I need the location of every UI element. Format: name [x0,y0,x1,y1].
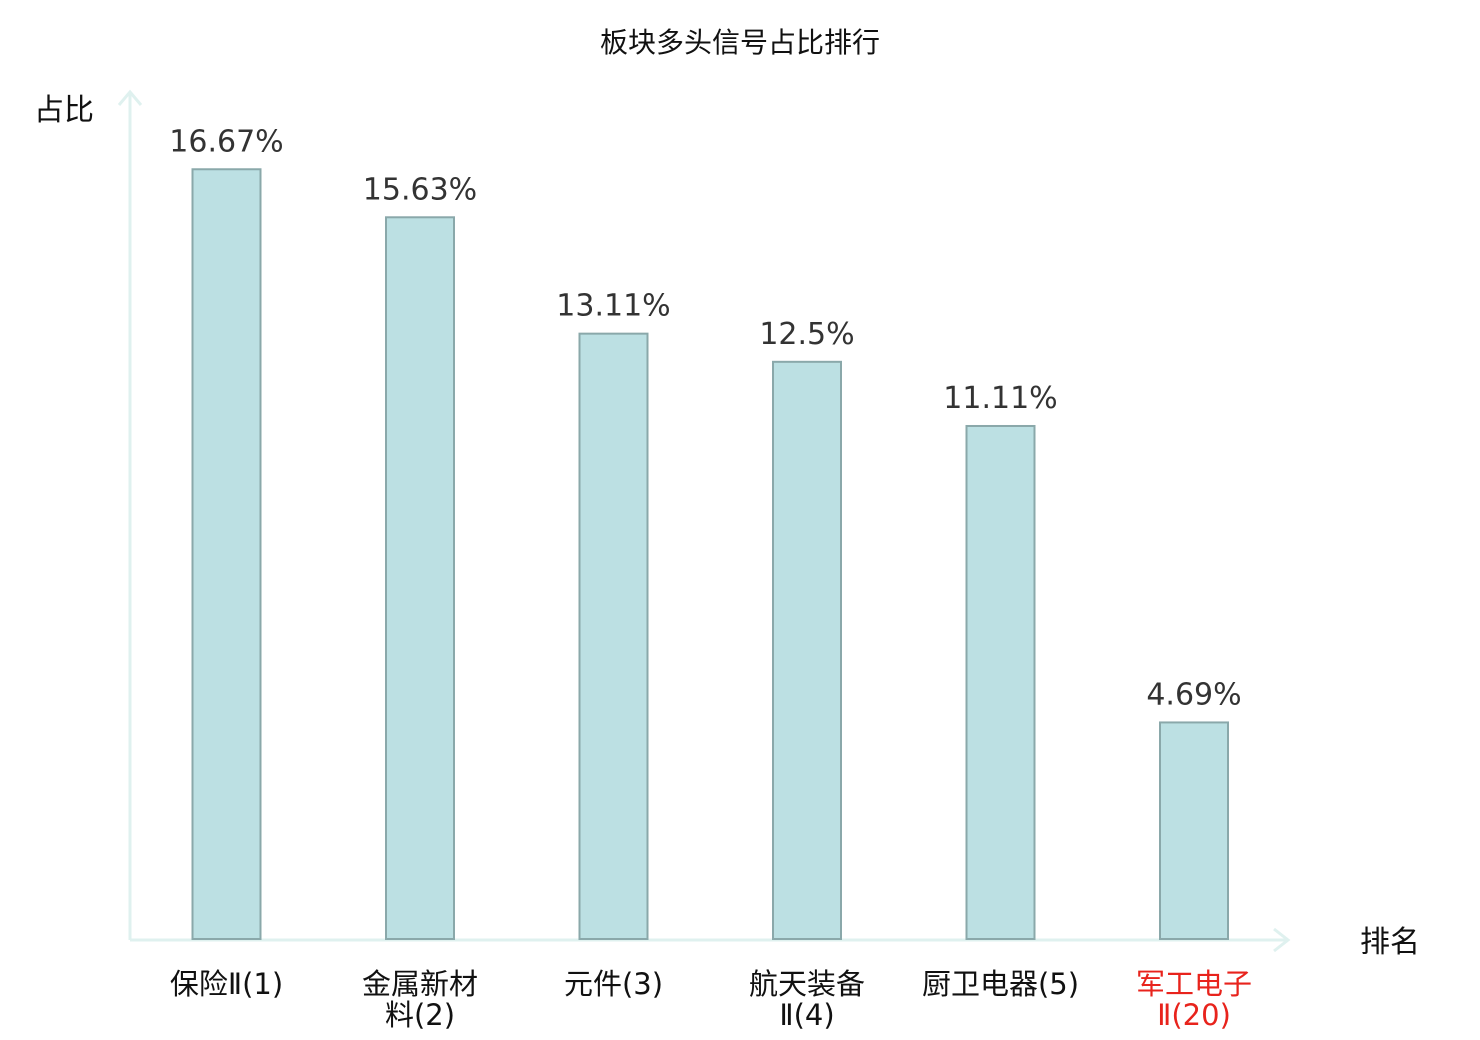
value-label: 4.69% [1146,677,1241,712]
category-label: 金属新材 [362,967,478,1001]
bar [578,332,649,941]
axes [117,89,1291,953]
category-label: 航天装备 [749,967,865,1001]
category-label: 元件(3) [564,967,663,1001]
bar [965,424,1036,940]
chart-title: 板块多头信号占比排行 [600,26,880,59]
category-label: Ⅱ(20) [1157,998,1231,1032]
bar [191,168,262,941]
y-axis-arrow [117,89,143,106]
bar [1159,721,1229,940]
category-label: 军工电子 [1136,967,1252,1001]
value-label: 11.11% [943,381,1057,416]
category-label: Ⅱ(4) [779,998,834,1032]
bar [385,216,455,941]
value-label: 16.67% [169,124,283,159]
category-label: 保险Ⅱ(1) [170,967,283,1001]
value-labels: 16.67% 15.63% 13.11% 12.5% 11.11% 4.69% [169,124,1241,712]
value-label: 13.11% [556,289,670,324]
value-label: 12.5% [759,317,854,352]
x-axis-arrow [1273,927,1291,953]
category-label: 料(2) [385,998,455,1032]
y-axis-label: 占比 [34,93,94,128]
bar [772,360,842,940]
category-label: 厨卫电器(5) [922,967,1079,1001]
bars [191,168,1229,941]
value-label: 15.63% [363,172,477,207]
x-axis-label: 排名 [1360,925,1420,960]
